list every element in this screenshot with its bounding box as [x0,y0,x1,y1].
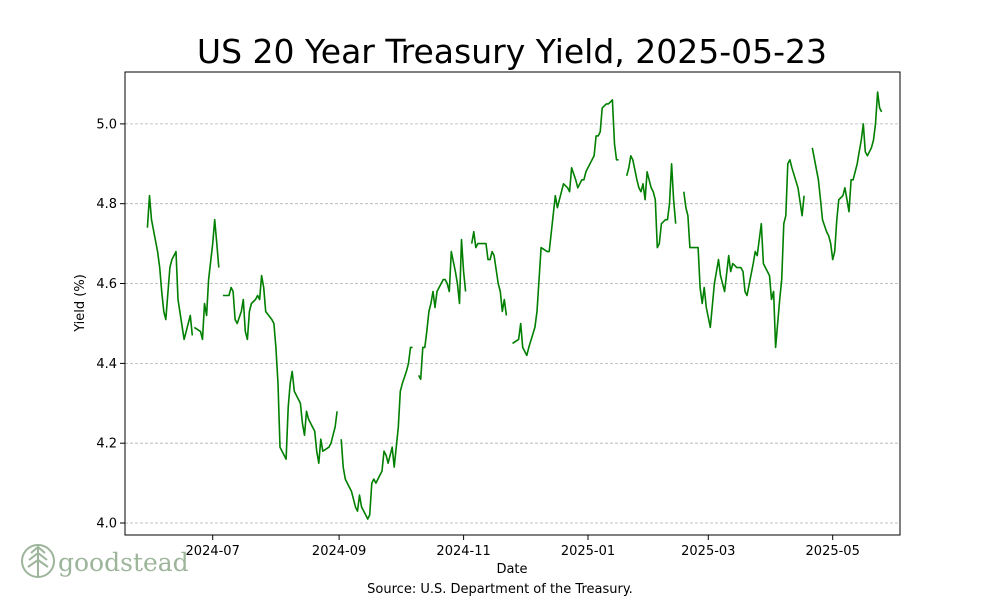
source-note: Source: U.S. Department of the Treasury. [367,582,633,597]
grid-lines [125,123,900,524]
y-tick-label: 4.2 [96,437,117,452]
series-segment [470,230,508,316]
series-segment [683,159,805,349]
goodstead-logo: goodstead [21,544,189,578]
y-axis-label: Yield (%) [73,274,88,333]
chart-title: US 20 Year Treasury Yield, 2025-05-23 [197,32,827,71]
series-segment [146,194,194,341]
x-tick-label: 2025-05 [806,544,860,559]
x-tick-label: 2025-03 [681,544,735,559]
x-axis-label: Date [496,562,527,577]
series-segment [512,99,619,357]
x-tick-label: 2024-07 [186,544,240,559]
series-segment [811,91,883,261]
y-tick-label: 4.4 [96,357,117,372]
logo-wordmark: goodstead [58,548,189,577]
series-segment [193,218,220,341]
series-segment [222,274,338,465]
y-tick-label: 5.0 [96,117,117,132]
y-tick-label: 4.0 [96,517,117,532]
tree-icon [21,544,55,578]
y-tick-label: 4.8 [96,197,117,212]
series-segment [340,346,413,520]
y-axis: 4.0 4.2 4.4 4.6 4.8 5.0 [96,117,125,532]
y-tick-label: 4.6 [96,277,117,292]
x-axis: 2024-07 2024-09 2024-11 2025-01 2025-03 2025-… [186,535,860,559]
x-tick-label: 2025-01 [561,544,615,559]
series-segment [625,155,677,249]
series-segment [417,238,467,381]
series-line [146,91,883,520]
x-tick-label: 2024-09 [312,544,366,559]
plot-frame [124,71,901,536]
x-tick-label: 2024-11 [436,544,490,559]
